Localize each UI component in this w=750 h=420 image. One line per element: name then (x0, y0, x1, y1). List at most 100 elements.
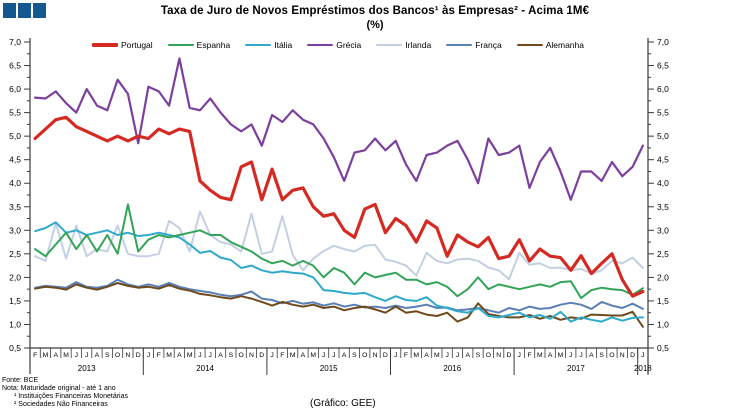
month-tick-label: S (229, 352, 234, 359)
y-tick-label-left: 4,5 (9, 155, 21, 165)
month-tick-label: F (404, 352, 408, 359)
y-tick-label-right: 2,5 (657, 249, 669, 259)
month-tick-label: M (537, 352, 543, 359)
year-label: 2016 (443, 364, 461, 373)
y-tick-label-left: 7,0 (9, 37, 21, 47)
month-tick-label: A (465, 352, 470, 359)
legend-swatch (307, 43, 334, 47)
year-label: 2018 (634, 364, 652, 373)
month-tick-label: M (63, 352, 69, 359)
month-tick-label: J (75, 352, 78, 359)
month-tick-label: M (558, 352, 564, 359)
month-tick-label: M (434, 352, 440, 359)
series-line-espanha (34, 203, 644, 300)
series-line-portugal (33, 115, 645, 298)
y-tick-label-right: 1,5 (657, 296, 669, 306)
month-tick-label: D (383, 352, 388, 359)
month-tick-label: S (352, 352, 357, 359)
footer-notes: Fonte: BCE Nota: Maturidade original - a… (2, 377, 128, 409)
y-tick-label-right: 7,0 (657, 37, 669, 47)
y-tick-label-left: 2,5 (9, 249, 21, 259)
month-tick-label: S (105, 352, 110, 359)
y-tick-label-left: 6,5 (9, 61, 21, 71)
legend-label: Espanha (196, 40, 231, 50)
month-tick-label: D (136, 352, 141, 359)
chart-subtitle: (%) (366, 19, 384, 31)
month-tick-label: J (518, 352, 521, 359)
month-tick-label: A (301, 352, 306, 359)
y-tick-label-right: 6,0 (657, 84, 669, 94)
y-tick-label-right: 5,5 (657, 108, 669, 118)
month-tick-label: O (486, 352, 491, 359)
legend-swatch (446, 43, 473, 47)
year-label: 2017 (567, 364, 585, 373)
legend-label: França (475, 40, 502, 50)
series-line-italia (34, 221, 644, 323)
month-tick-label: J (569, 352, 572, 359)
month-tick-label: J (332, 352, 335, 359)
legend-label: Irlanda (405, 40, 432, 50)
credit-note: (Gráfico: GEE) (310, 398, 376, 409)
logo-square-3 (33, 3, 46, 18)
month-tick-label: J (209, 352, 212, 359)
y-tick-label-left: 1,0 (9, 319, 21, 329)
legend-swatch (92, 43, 118, 47)
month-tick-label: A (424, 352, 429, 359)
month-tick-label: J (445, 352, 448, 359)
month-tick-label: A (95, 352, 100, 359)
y-tick-label-left: 3,5 (9, 202, 21, 212)
legend-label: Itália (274, 40, 293, 50)
month-tick-label: M (166, 352, 172, 359)
legend-item-franca: França (446, 40, 502, 50)
month-tick-label: N (373, 352, 378, 359)
month-tick-label: F (33, 352, 37, 359)
y-tick-label-left: 2,0 (9, 272, 21, 282)
legend-swatch (516, 43, 543, 47)
legend-item-italia: Itália (245, 40, 292, 50)
y-tick-label-right: 1,0 (657, 319, 669, 329)
legend-label: Grécia (336, 40, 362, 50)
y-tick-label-left: 4,0 (9, 178, 21, 188)
month-tick-label: A (548, 352, 553, 359)
year-label: 2013 (78, 364, 96, 373)
month-tick-label: J (456, 352, 459, 359)
month-tick-label: M (310, 352, 316, 359)
month-tick-label: N (125, 352, 130, 359)
month-tick-label: A (218, 352, 223, 359)
month-tick-label: J (198, 352, 201, 359)
month-tick-label: A (53, 352, 58, 359)
month-tick-label: M (187, 352, 193, 359)
y-tick-label-right: 4,5 (657, 155, 669, 165)
month-tick-label: F (527, 352, 531, 359)
series-line-alemanha (34, 282, 644, 328)
month-tick-label: J (394, 352, 397, 359)
series-line-grecia (33, 57, 645, 201)
month-tick-label: S (599, 352, 604, 359)
month-tick-label: A (589, 352, 594, 359)
y-tick-label-right: 5,0 (657, 131, 669, 141)
month-tick-label: F (157, 352, 161, 359)
month-tick-label: O (609, 352, 614, 359)
chart-title: Taxa de Juro de Novos Empréstimos dos Ba… (160, 5, 590, 17)
legend-label: Alemanha (545, 40, 584, 50)
month-tick-label: J (322, 352, 325, 359)
y-tick-label-right: 0,5 (657, 343, 669, 353)
legend-item-portugal: Portugal (92, 40, 153, 50)
y-tick-label-left: 1,5 (9, 296, 21, 306)
legend-swatch (167, 43, 194, 47)
month-tick-label: N (496, 352, 501, 359)
y-tick-label-right: 3,0 (657, 225, 669, 235)
y-tick-label-left: 0,5 (9, 343, 21, 353)
month-tick-label: S (476, 352, 481, 359)
month-tick-label: O (362, 352, 367, 359)
month-tick-label: F (280, 352, 284, 359)
month-tick-label: J (641, 352, 644, 359)
month-tick-label: J (579, 352, 582, 359)
month-tick-label: J (147, 352, 150, 359)
legend-item-alemanha: Alemanha (516, 40, 584, 50)
series-line-irlanda (34, 210, 644, 281)
y-tick-label-left: 6,0 (9, 84, 21, 94)
month-tick-label: M (413, 352, 419, 359)
